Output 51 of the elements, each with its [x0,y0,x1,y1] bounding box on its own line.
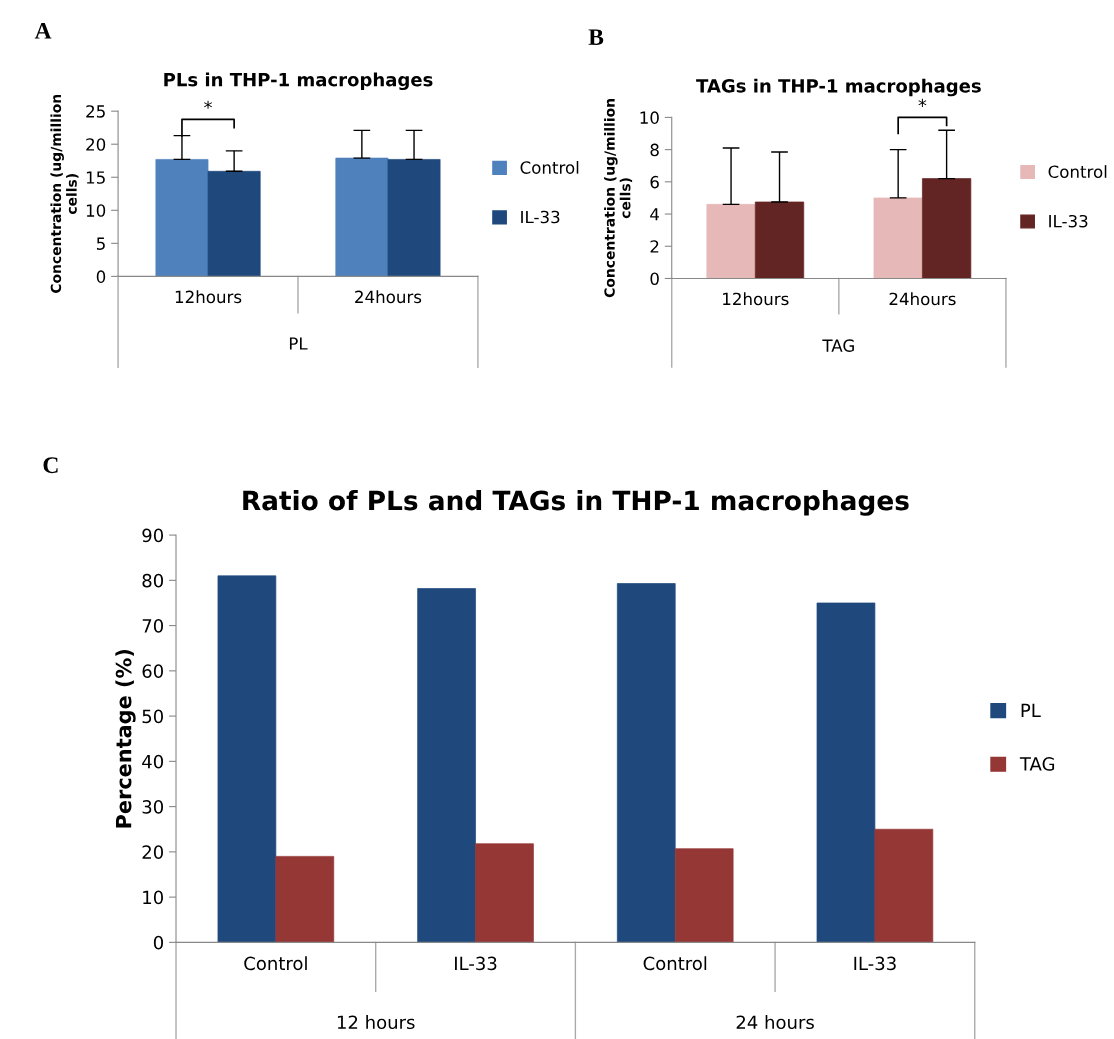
y-tick-label: 25 [86,105,105,118]
y-tick-label: 10 [143,890,164,905]
text: * [204,100,213,109]
chart-title: TAGs in THP-1 macrophages [696,78,981,97]
y-tick-label: 4 [650,208,659,221]
text: * [918,98,927,107]
x-tick-label: Control [244,956,307,971]
legend-label: PL [1021,703,1041,717]
y-tick-label: 20 [86,138,106,151]
legend-label: IL-33 [521,210,560,224]
y-tick-label: 0 [153,935,164,950]
y-tick-label: 10 [640,111,659,124]
x-tick-label: 12hours [723,292,789,306]
text: C [43,457,58,474]
x-tick-label: 24hours [355,290,422,304]
y-tick-label: 15 [86,171,105,184]
y-tick-label: 70 [142,619,164,633]
y-tick-label: 30 [142,800,164,814]
y-tick-label: 5 [96,237,105,250]
legend-label: IL-33 [1049,214,1088,228]
y-tick-label: 50 [142,709,164,724]
text: B [588,29,604,45]
text: 12 hours [337,1015,415,1030]
x-tick-label: Control [643,956,707,971]
y-tick-label: 2 [650,240,659,253]
x-axis-title: TAG [822,339,854,352]
y-axis-title: Percentage (%) [115,649,136,828]
y-axis-title: Concentration (ug/million cells) [50,94,79,294]
x-tick-label: IL-33 [854,956,896,971]
legend-label: Control [1048,165,1107,179]
chart-title: PLs in THP-1 macrophages [164,72,433,91]
y-tick-label: 6 [650,175,659,189]
y-tick-label: 40 [142,754,164,769]
legend-label: TAG [1019,757,1055,771]
chart-title: Ratio of PLs and TAGs in THP-1 macrophages [243,490,909,516]
text: A [34,23,52,39]
y-axis-title: Concentration (ug/million cells) [604,99,633,298]
y-tick-label: 0 [96,270,106,283]
x-tick-label: IL-33 [455,956,497,971]
y-tick-label: 80 [142,573,164,588]
x-axis-title: PL [289,337,308,350]
x-tick-label: 24hours [889,292,956,306]
y-tick-label: 0 [650,272,659,286]
legend-label: Control [520,160,579,174]
y-tick-label: 8 [650,143,659,157]
y-tick-label: 60 [142,664,164,678]
x-tick-label: 12hours [175,290,242,304]
y-tick-label: 90 [142,528,164,543]
y-tick-label: 20 [142,845,164,859]
y-tick-label: 10 [86,204,106,217]
text: 24 hours [736,1015,814,1030]
